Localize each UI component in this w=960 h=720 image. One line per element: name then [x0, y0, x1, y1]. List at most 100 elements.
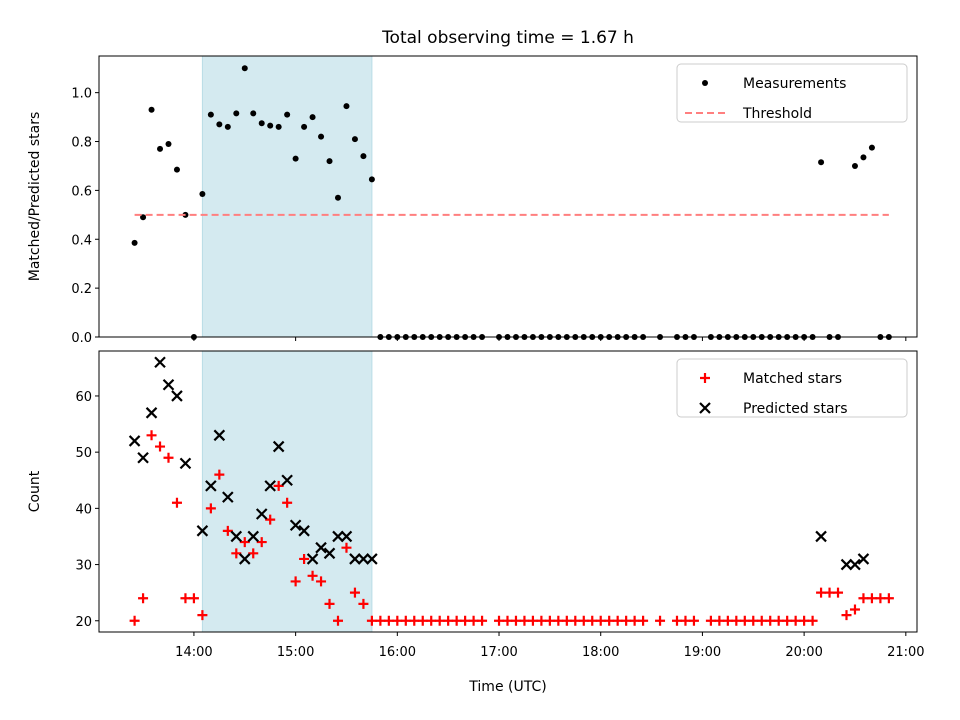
shaded-span	[201, 55, 373, 338]
data-point	[163, 452, 174, 463]
data-point	[230, 530, 243, 543]
data-point	[671, 615, 682, 626]
data-point	[868, 144, 875, 151]
data-point	[638, 615, 649, 626]
legend-marker-icon	[699, 402, 711, 414]
data-point	[570, 615, 581, 626]
data-point	[731, 615, 742, 626]
x-axis-label: Time (UTC)	[468, 679, 546, 695]
data-point	[460, 615, 471, 626]
legend-label: Predicted stars	[743, 401, 848, 417]
data-point	[306, 553, 319, 565]
data-point	[400, 615, 411, 626]
x-tick-label: 14:00	[175, 645, 212, 660]
data-point	[307, 570, 318, 581]
data-point	[851, 162, 858, 169]
data-point	[323, 547, 336, 560]
data-point	[536, 615, 547, 626]
data-point	[714, 615, 725, 626]
data-point	[316, 576, 327, 587]
data-point	[468, 615, 479, 626]
data-point	[417, 615, 428, 626]
data-point	[332, 530, 344, 543]
data-point	[655, 615, 666, 626]
legend-label: Threshold	[742, 106, 812, 122]
data-point	[815, 530, 827, 543]
data-point	[239, 537, 250, 548]
data-point	[604, 615, 615, 626]
data-point	[205, 480, 217, 492]
data-point	[849, 604, 860, 615]
data-point	[284, 111, 291, 118]
x-tick-label: 16:00	[379, 645, 416, 660]
data-point	[799, 615, 810, 626]
data-point	[301, 123, 308, 130]
legend-box	[676, 358, 908, 418]
data-point	[247, 530, 260, 543]
y-tick-label: 1.0	[71, 87, 92, 102]
data-point	[860, 154, 867, 161]
data-point	[171, 497, 182, 508]
data-point	[324, 598, 335, 609]
data-point	[213, 429, 226, 442]
data-point	[773, 615, 784, 626]
data-point	[343, 103, 350, 110]
legend-label: Measurements	[743, 76, 846, 92]
data-point	[157, 145, 164, 152]
data-point	[224, 123, 231, 130]
y-tick-label: 0.2	[71, 282, 92, 297]
data-point	[849, 558, 861, 571]
data-point	[544, 615, 555, 626]
data-point	[298, 525, 310, 537]
y-tick-label: 60	[75, 390, 92, 405]
data-point	[238, 553, 251, 565]
data-point	[765, 615, 776, 626]
data-point	[129, 615, 140, 626]
data-point	[840, 558, 853, 571]
data-point	[290, 576, 301, 587]
data-point	[494, 615, 505, 626]
data-point	[248, 548, 259, 559]
x-tick-label: 19:00	[684, 645, 721, 660]
y-tick-label: 0.6	[71, 184, 92, 199]
y-tick-label: 0.8	[71, 136, 92, 151]
data-point	[334, 194, 341, 201]
data-point	[258, 120, 265, 127]
data-point	[553, 615, 564, 626]
data-point	[138, 593, 149, 604]
data-point	[281, 474, 293, 487]
data-point	[782, 615, 793, 626]
data-point	[326, 158, 333, 165]
data-point	[368, 176, 375, 183]
data-point	[527, 615, 538, 626]
data-point	[612, 615, 623, 626]
data-point	[292, 155, 299, 162]
data-point	[341, 542, 352, 553]
data-point	[231, 548, 242, 559]
y-axis-label: Count	[27, 470, 43, 512]
axes-frame	[98, 350, 918, 633]
legend: Matched stars Predicted stars	[676, 358, 908, 418]
data-point	[824, 587, 835, 598]
x-tick-label: 18:00	[582, 645, 619, 660]
x-tick-label: 20:00	[785, 645, 822, 660]
data-point	[587, 615, 598, 626]
y-tick-label: 40	[75, 502, 92, 517]
data-point	[883, 593, 894, 604]
data-point	[451, 615, 462, 626]
data-point	[180, 593, 191, 604]
y-tick-label: 30	[75, 559, 92, 574]
data-point	[289, 519, 302, 531]
data-point	[477, 615, 488, 626]
data-point	[233, 110, 240, 117]
data-point	[165, 140, 172, 147]
data-point	[282, 497, 293, 508]
data-point	[426, 615, 437, 626]
legend-box	[676, 63, 908, 123]
shaded-span	[201, 350, 373, 633]
data-point	[171, 390, 183, 402]
data-point	[358, 598, 369, 609]
data-point	[272, 440, 285, 453]
data-point	[146, 430, 157, 441]
